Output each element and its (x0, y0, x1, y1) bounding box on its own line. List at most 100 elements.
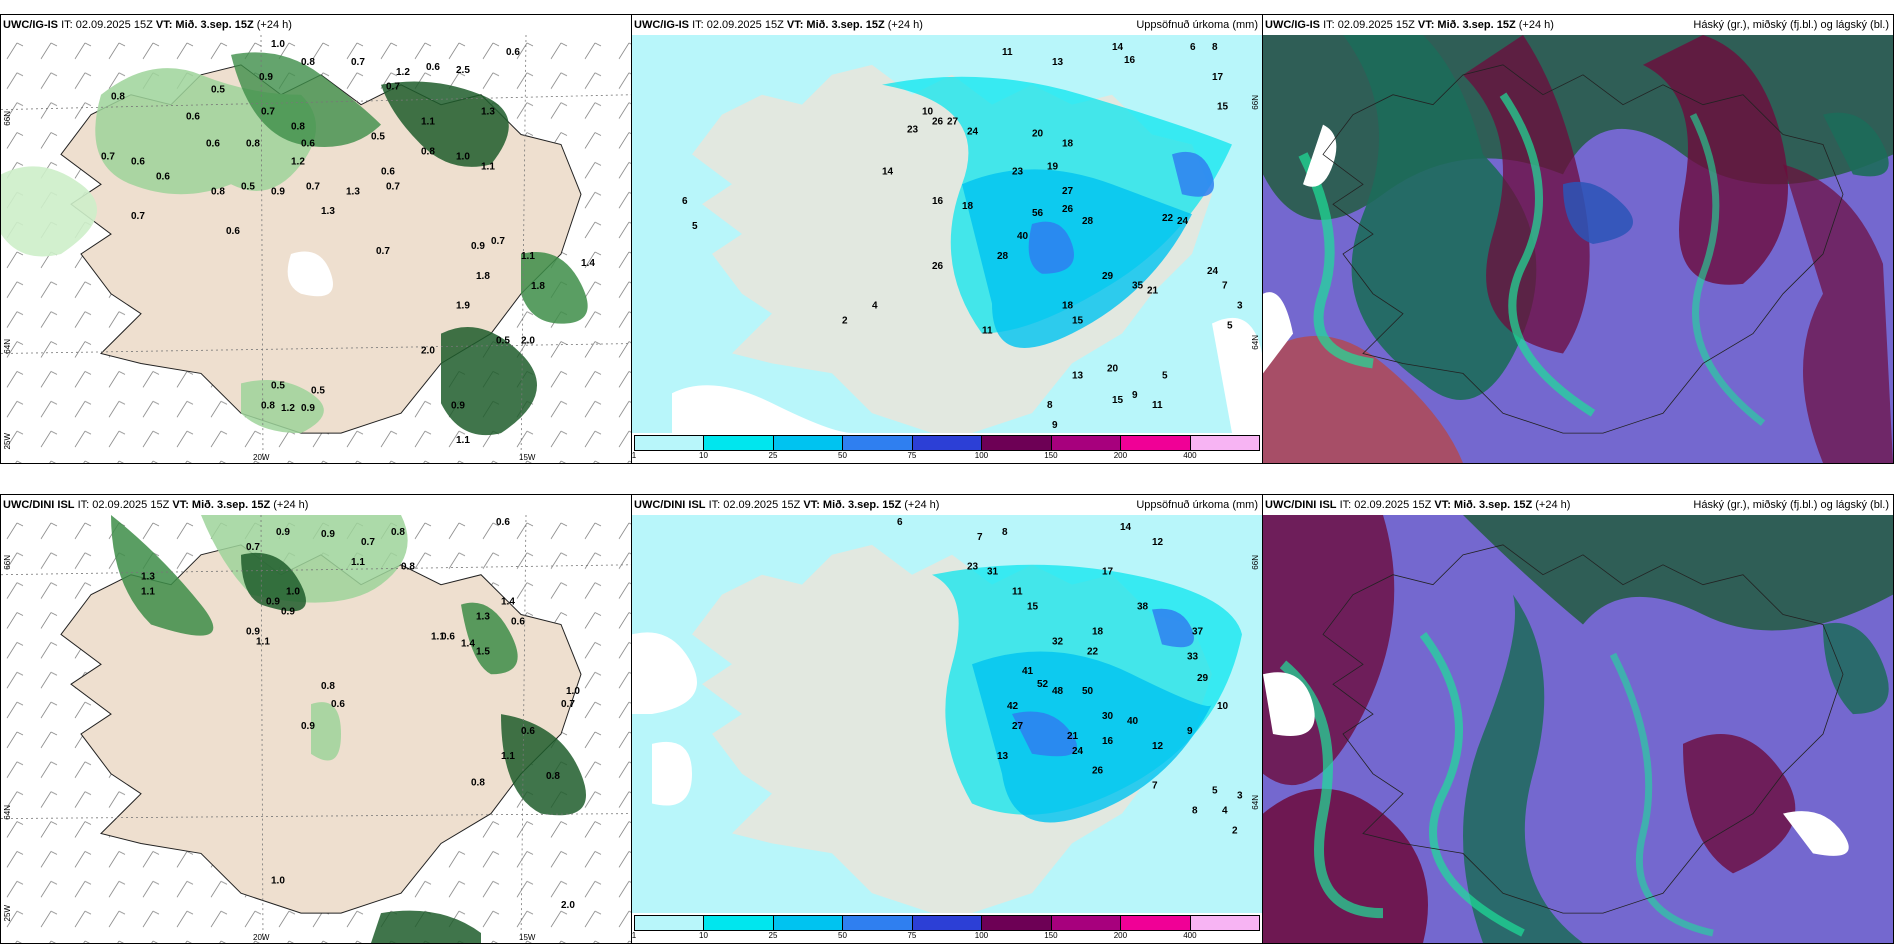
svg-text:27: 27 (947, 117, 959, 128)
svg-text:42: 42 (1007, 701, 1019, 712)
svg-text:7: 7 (1222, 281, 1228, 292)
svg-text:3: 3 (1237, 301, 1243, 312)
colorbar-swatches (634, 435, 1260, 451)
svg-text:56: 56 (1032, 208, 1044, 219)
colorbar: 1 10 25 50 75 100 150 200 400 (632, 915, 1260, 941)
map-cloud-cover (1263, 515, 1893, 943)
svg-text:11: 11 (1002, 47, 1013, 58)
svg-text:10: 10 (922, 107, 934, 118)
svg-text:0.8: 0.8 (471, 778, 485, 789)
svg-text:5: 5 (692, 221, 698, 232)
svg-text:11: 11 (1012, 587, 1023, 598)
colorbar-swatch (1121, 436, 1191, 450)
svg-text:12: 12 (1152, 537, 1164, 548)
svg-text:32: 32 (1052, 636, 1064, 647)
svg-text:0.9: 0.9 (321, 529, 335, 540)
svg-text:1.3: 1.3 (346, 186, 360, 197)
svg-text:1.0: 1.0 (271, 39, 285, 50)
cloud-map-svg (1263, 35, 1893, 463)
svg-text:9: 9 (1187, 726, 1193, 737)
svg-text:0.8: 0.8 (261, 400, 275, 411)
map-accum-precip: 6 7 8 14 12 17 31 23 38 32 41 52 48 50 30 40 33 29 37 21… (632, 515, 1262, 913)
svg-text:0.9: 0.9 (471, 241, 485, 252)
svg-text:31: 31 (987, 567, 999, 578)
panel-ig-is-accum: UWC/IG-IS IT: 02.09.2025 15Z VT: Mið. 3.… (631, 14, 1263, 464)
lat-label-66: 66N (1251, 555, 1260, 570)
svg-text:50: 50 (1082, 686, 1094, 697)
svg-text:0.7: 0.7 (306, 181, 320, 192)
lat-label-66: 66N (3, 111, 12, 126)
precip-wind-map-svg: 1.0 0.9 0.8 0.7 1.2 0.6 2.5 0.6 0.8 0.5 0.6 0.7 0… (1, 35, 631, 463)
colorbar-swatch (912, 916, 983, 930)
svg-text:33: 33 (1187, 651, 1199, 662)
svg-text:16: 16 (932, 196, 944, 207)
colorbar-swatches (634, 915, 1260, 931)
svg-text:18: 18 (1092, 626, 1104, 637)
map-cloud-cover (1263, 35, 1893, 463)
svg-text:0.6: 0.6 (496, 517, 510, 528)
svg-text:0.6: 0.6 (301, 138, 315, 149)
svg-text:27: 27 (1012, 721, 1024, 732)
svg-text:16: 16 (1102, 736, 1114, 747)
svg-text:1.1: 1.1 (351, 557, 365, 568)
colorbar-swatch (773, 436, 844, 450)
svg-text:1.1: 1.1 (256, 636, 270, 647)
svg-text:29: 29 (1197, 673, 1209, 684)
colorbar-swatch (982, 916, 1052, 930)
svg-text:7: 7 (1152, 781, 1158, 792)
svg-text:0.6: 0.6 (131, 156, 145, 167)
svg-text:15: 15 (1027, 602, 1039, 613)
colorbar-swatch (635, 916, 705, 930)
svg-text:0.5: 0.5 (496, 336, 510, 347)
svg-text:0.9: 0.9 (301, 403, 315, 414)
svg-text:1.1: 1.1 (431, 631, 445, 642)
colorbar-swatch (704, 436, 774, 450)
map-precip-wind: 0.6 0.9 0.7 0.9 0.7 0.8 0.8 1.1 1.3 1.1 0.9 1.0 0.… (1, 515, 631, 943)
panel-subtitle: Uppsöfnuð úrkoma (mm) (1136, 19, 1258, 31)
svg-text:1.1: 1.1 (501, 751, 515, 762)
svg-text:0.9: 0.9 (281, 607, 295, 618)
svg-text:0.6: 0.6 (206, 138, 220, 149)
panel-subtitle: Uppsöfnuð úrkoma (mm) (1136, 499, 1258, 511)
svg-text:0.7: 0.7 (561, 699, 575, 710)
svg-text:14: 14 (1112, 42, 1124, 53)
svg-text:0.8: 0.8 (211, 186, 225, 197)
panel-ig-is-clouds: UWC/IG-IS IT: 02.09.2025 15Z VT: Mið. 3.… (1262, 14, 1894, 464)
panel-dini-clouds: UWC/DINI ISL IT: 02.09.2025 15Z VT: Mið.… (1262, 494, 1894, 944)
svg-text:24: 24 (1207, 266, 1219, 277)
svg-text:15: 15 (1112, 395, 1124, 406)
svg-text:1.3: 1.3 (141, 572, 155, 583)
panel-title: UWC/IG-IS IT: 02.09.2025 15Z VT: Mið. 3.… (3, 19, 292, 31)
svg-text:0.7: 0.7 (246, 542, 260, 553)
svg-text:1.0: 1.0 (456, 151, 470, 162)
colorbar-swatch (773, 916, 844, 930)
svg-text:17: 17 (1212, 72, 1224, 83)
svg-text:26: 26 (932, 261, 944, 272)
svg-text:1.1: 1.1 (421, 117, 435, 128)
svg-text:11: 11 (1152, 400, 1163, 411)
svg-text:15: 15 (1072, 316, 1084, 327)
svg-text:0.8: 0.8 (321, 681, 335, 692)
svg-text:6: 6 (1190, 42, 1196, 53)
svg-text:29: 29 (1102, 271, 1114, 282)
svg-text:28: 28 (1082, 216, 1094, 227)
svg-text:0.7: 0.7 (101, 151, 115, 162)
svg-text:6: 6 (682, 196, 688, 207)
svg-text:0.8: 0.8 (391, 527, 405, 538)
panel-dini-accum: UWC/DINI ISL IT: 02.09.2025 15Z VT: Mið.… (631, 494, 1263, 944)
colorbar-swatch (843, 916, 913, 930)
svg-text:26: 26 (1092, 766, 1104, 777)
svg-text:0.9: 0.9 (301, 721, 315, 732)
svg-text:48: 48 (1052, 686, 1064, 697)
colorbar-swatch (982, 436, 1052, 450)
svg-text:12: 12 (1152, 741, 1164, 752)
panel-title: UWC/IG-IS IT: 02.09.2025 15Z VT: Mið. 3.… (1265, 19, 1554, 31)
svg-text:1.3: 1.3 (321, 206, 335, 217)
svg-text:22: 22 (1087, 646, 1099, 657)
svg-text:27: 27 (1062, 186, 1074, 197)
lat-label-64: 64N (1251, 795, 1260, 810)
svg-text:26: 26 (932, 117, 944, 128)
svg-text:0.6: 0.6 (156, 171, 170, 182)
